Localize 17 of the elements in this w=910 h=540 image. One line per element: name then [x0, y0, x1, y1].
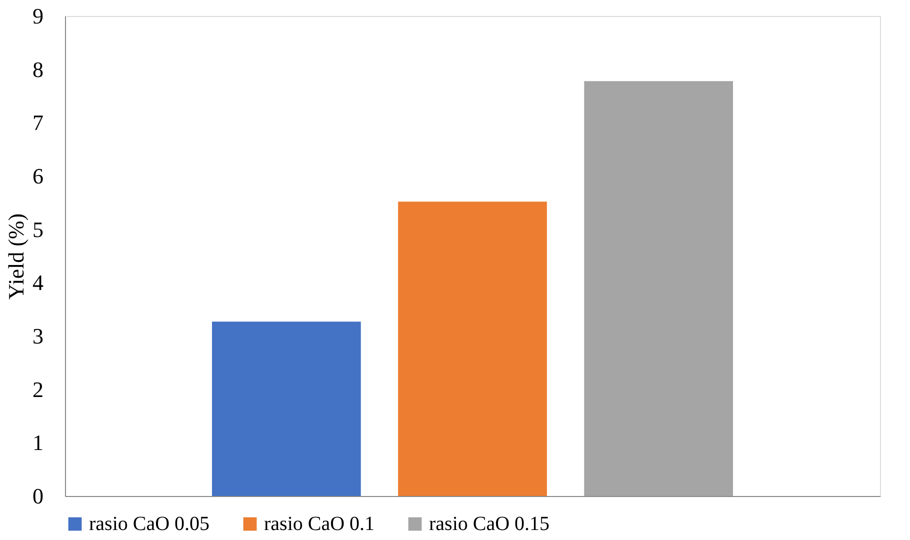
- y-tick-label: 5: [32, 216, 44, 242]
- y-axis-title: Yield (%): [4, 213, 28, 300]
- y-tick-label: 0: [32, 484, 44, 508]
- y-tick-label: 8: [32, 56, 44, 82]
- y-tick-label: 6: [32, 164, 44, 188]
- legend-label: rasio CaO 0.15: [429, 513, 550, 535]
- legend-label: rasio CaO 0.05: [89, 513, 210, 535]
- bar: [398, 202, 547, 496]
- legend-label: rasio CaO 0.1: [264, 513, 375, 535]
- y-tick-label: 4: [32, 270, 44, 296]
- bar: [212, 322, 361, 496]
- y-tick-label: 9: [32, 4, 44, 28]
- y-tick-label: 2: [32, 376, 44, 402]
- y-tick-label: 3: [32, 324, 44, 348]
- y-tick-label: 7: [32, 110, 44, 136]
- bar: [584, 81, 733, 496]
- y-tick-label: 1: [32, 430, 44, 456]
